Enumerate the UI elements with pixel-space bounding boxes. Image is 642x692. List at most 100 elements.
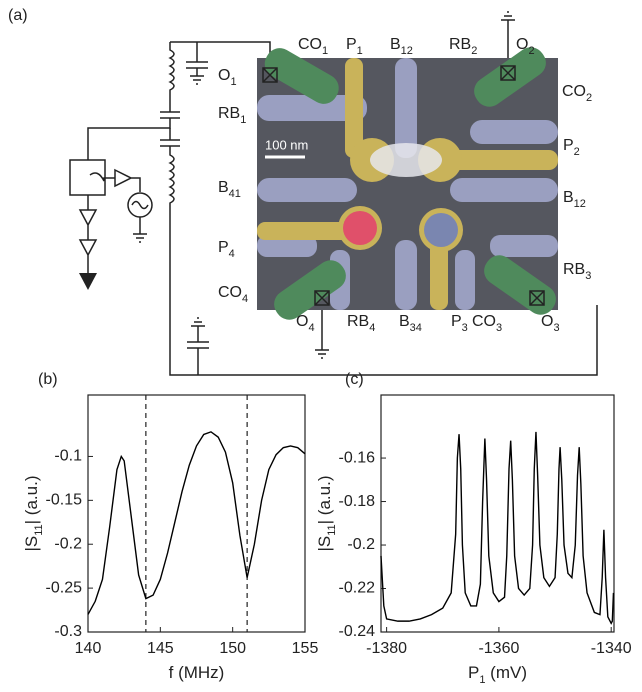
gate-label-sub: 3	[585, 270, 591, 282]
gate-label-sub: 1	[230, 76, 236, 88]
data-line	[88, 432, 305, 615]
gate-label: O3	[541, 313, 560, 334]
gate-label-main: P	[451, 313, 462, 330]
y-tick-label: -0.3	[54, 623, 82, 640]
gate-label: P2	[563, 137, 580, 158]
figure: (a) 100 nm CO1P1B12RB2O2CO2O1RB1P2B41B12…	[0, 0, 642, 687]
gate-label-sub: 2	[574, 146, 580, 158]
gate-label-main: RB	[563, 261, 585, 278]
y-axis-label-tail: | (a.u.)	[315, 475, 334, 524]
y-tick-label: -0.16	[339, 449, 376, 466]
gate-label: P4	[218, 239, 235, 260]
gate-label: O1	[218, 67, 237, 88]
x-tick-label: 155	[292, 640, 319, 657]
scale-bar-label: 100 nm	[265, 137, 308, 152]
gate-label-sub: 3	[553, 322, 559, 334]
y-axis-label: |S11| (a.u.)	[315, 475, 337, 551]
gate-label-main: B	[218, 179, 229, 196]
x-axis-label-main: P	[468, 663, 479, 682]
gate-label-main: O	[296, 313, 308, 330]
gate-label: RB2	[449, 36, 477, 57]
gate-label-main: B	[390, 36, 401, 53]
x-tick-label: -1380	[366, 640, 407, 657]
gate-label-sub: 34	[410, 322, 422, 334]
y-axis-label-tail: | (a.u.)	[22, 475, 41, 524]
y-axis-label-sub: 11	[326, 524, 338, 535]
sem-image	[257, 42, 561, 325]
gate-label-sub: 1	[357, 45, 363, 57]
y-tick-label: -0.2	[347, 536, 375, 553]
y-tick-label: -0.24	[339, 623, 376, 640]
gate-label-main: P	[563, 137, 574, 154]
gate-label-sub: 1	[322, 45, 328, 57]
gate-label: CO3	[472, 313, 502, 334]
x-axis-label: f (MHz)	[169, 663, 225, 682]
y-axis-label-sub: 11	[33, 524, 45, 535]
gate-label-main: O	[516, 36, 528, 53]
y-axis-label: |S11| (a.u.)	[22, 475, 44, 551]
gate-label-sub: 2	[586, 92, 592, 104]
y-tick-label: -0.18	[339, 493, 376, 510]
panel-label: (a)	[8, 7, 28, 24]
charts: (b) -0.3 -0.25 -0.2 -0.15 -0.1 140 145 150 155 f (…	[22, 371, 631, 686]
gate-label-main: P	[218, 239, 229, 256]
x-tick-label: -1340	[591, 640, 632, 657]
gate-label-main: B	[399, 313, 410, 330]
gate-label: B12	[563, 189, 586, 210]
gate-label: B34	[399, 313, 422, 334]
panel-label: (b)	[38, 371, 58, 388]
gate-label-main: O	[218, 67, 230, 84]
gate-label: CO2	[562, 83, 592, 104]
gate-label-main: RB	[449, 36, 471, 53]
gate-label-main: B	[563, 189, 574, 206]
x-tick-label: 145	[147, 640, 174, 657]
y-axis-label-main: |S	[315, 536, 334, 552]
gate-label-sub: 41	[229, 188, 241, 200]
gate-label-sub: 12	[401, 45, 413, 57]
gate-label: B12	[390, 36, 413, 57]
gate-label-sub: 4	[369, 322, 375, 334]
gate-label: P1	[346, 36, 363, 57]
gate-label: P3	[451, 313, 468, 334]
gate-label-sub: 4	[242, 293, 248, 305]
plot-frame	[88, 395, 305, 632]
y-tick-label: -0.15	[46, 492, 83, 509]
y-tick-label: -0.1	[54, 448, 82, 465]
x-tick-label: 150	[219, 640, 246, 657]
gate-label-sub: 3	[462, 322, 468, 334]
gate-label-main: P	[346, 36, 357, 53]
gate-label: CO4	[218, 284, 248, 305]
y-axis-label-main: |S	[22, 536, 41, 552]
gate-label-main: CO	[562, 83, 586, 100]
x-tick-label: -1360	[478, 640, 519, 657]
x-tick-label: 140	[75, 640, 102, 657]
gate-label-main: CO	[218, 284, 242, 301]
gate-label: RB3	[563, 261, 591, 282]
gate-label-main: RB	[218, 105, 240, 122]
y-tick-label: -0.22	[339, 580, 376, 597]
gate-label-sub: 4	[308, 322, 314, 334]
gate-label-sub: 2	[471, 45, 477, 57]
gate-label-sub: 12	[574, 198, 586, 210]
panel-label: (c)	[345, 371, 364, 388]
y-tick-label: -0.2	[54, 535, 82, 552]
plot-frame	[381, 395, 614, 632]
gate-label-sub: 3	[496, 322, 502, 334]
y-tick-label: -0.25	[46, 579, 83, 596]
x-axis-label-main: f (MHz)	[169, 663, 225, 682]
gate-label: RB1	[218, 105, 246, 126]
gate-label-main: CO	[472, 313, 496, 330]
x-axis-label: P1 (mV)	[468, 663, 527, 685]
gate-label-sub: 1	[240, 114, 246, 126]
gate-label: B41	[218, 179, 241, 200]
gate-label-sub: 4	[229, 248, 235, 260]
gate-label-main: RB	[347, 313, 369, 330]
gate-label: O4	[296, 313, 315, 334]
gate-label-sub: 2	[528, 45, 534, 57]
gate-label: CO1	[298, 36, 328, 57]
gate-label-main: CO	[298, 36, 322, 53]
gate-label: RB4	[347, 313, 375, 334]
gate-label-main: O	[541, 313, 553, 330]
x-axis-label-tail: (mV)	[485, 663, 527, 682]
data-line	[381, 432, 613, 623]
